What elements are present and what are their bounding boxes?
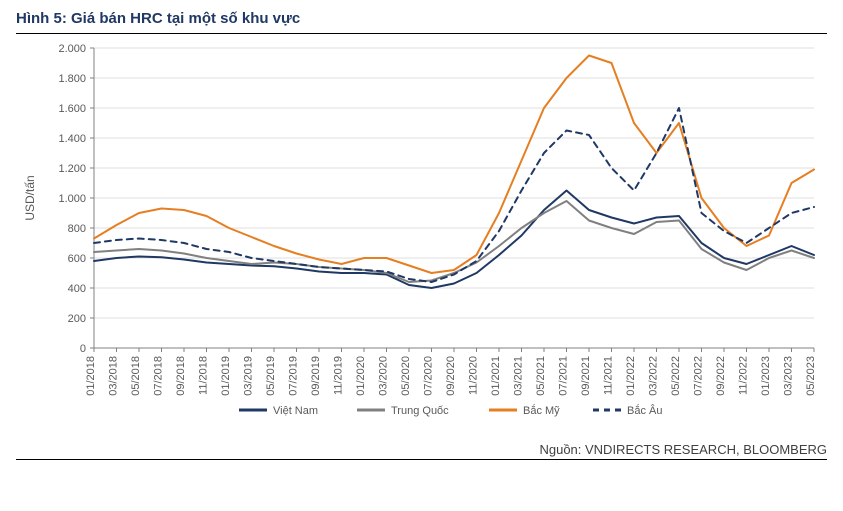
y-tick-label: 1.200	[58, 163, 86, 175]
series-line	[94, 56, 814, 274]
x-tick-label: 09/2018	[175, 356, 187, 396]
x-tick-label: 01/2018	[85, 356, 97, 396]
y-tick-label: 1.600	[58, 103, 86, 115]
x-tick-label: 05/2019	[265, 356, 277, 396]
x-tick-label: 01/2020	[355, 356, 367, 396]
y-tick-label: 1.800	[58, 73, 86, 85]
x-tick-label: 09/2019	[310, 356, 322, 396]
x-tick-label: 01/2023	[760, 356, 772, 396]
source-line: Nguồn: VNDIRECTS RESEARCH, BLOOMBERG	[16, 442, 827, 457]
x-tick-label: 03/2018	[108, 356, 120, 396]
y-tick-label: 400	[68, 283, 86, 295]
title-divider	[16, 33, 827, 34]
bottom-divider	[16, 459, 827, 460]
chart-area: 0 200 400 600 800 1.000 1.200 1.400 1.600 1.800 2.…	[16, 40, 827, 440]
x-tick-label: 11/2021	[603, 356, 615, 395]
y-tick-label: 200	[68, 313, 86, 325]
x-tick-label: 07/2022	[693, 356, 705, 396]
legend-label: Việt Nam	[273, 405, 318, 417]
y-axis-label: USD/tấn	[23, 175, 37, 220]
series-line	[94, 108, 814, 282]
x-tick-label: 05/2020	[400, 356, 412, 396]
x-tick-label: 11/2022	[738, 356, 750, 395]
x-tick-label: 03/2022	[648, 356, 660, 396]
x-tick-label: 01/2021	[490, 356, 502, 396]
x-tick-label: 03/2021	[513, 356, 525, 396]
y-tick-label: 0	[80, 343, 86, 355]
x-tick-label: 07/2020	[423, 356, 435, 396]
x-tick-label: 07/2021	[558, 356, 570, 396]
x-tick-label: 11/2019	[333, 356, 345, 395]
x-tick-label: 05/2018	[130, 356, 142, 396]
x-tick-label: 05/2022	[670, 356, 682, 396]
figure-title: Hình 5: Giá bán HRC tại một số khu vực	[16, 10, 827, 31]
y-tick-label: 1.400	[58, 133, 86, 145]
x-tick-label: 09/2021	[580, 356, 592, 396]
legend-label: Bắc Âu	[627, 404, 662, 417]
x-tick-label: 03/2019	[243, 356, 255, 396]
x-tick-label: 05/2021	[535, 356, 547, 396]
x-tick-label: 03/2020	[378, 356, 390, 396]
x-tick-label: 07/2018	[153, 356, 165, 396]
y-tick-label: 800	[68, 223, 86, 235]
x-tick-label: 07/2019	[288, 356, 300, 396]
y-tick-label: 600	[68, 253, 86, 265]
line-chart: 0 200 400 600 800 1.000 1.200 1.400 1.600 1.800 2.…	[16, 40, 827, 440]
x-tick-label: 01/2022	[625, 356, 637, 396]
legend-label: Bắc Mỹ	[523, 404, 560, 417]
x-tick-label: 09/2022	[715, 356, 727, 396]
x-tick-label: 03/2023	[783, 356, 795, 396]
y-tick-label: 1.000	[58, 193, 86, 205]
x-tick-label: 11/2018	[198, 356, 210, 395]
figure-container: Hình 5: Giá bán HRC tại một số khu vực 0…	[0, 0, 843, 511]
x-tick-label: 09/2020	[445, 356, 457, 396]
x-tick-label: 01/2019	[220, 356, 232, 396]
x-tick-label: 05/2023	[805, 356, 817, 396]
x-tick-label: 11/2020	[468, 356, 480, 395]
y-tick-label: 2.000	[58, 43, 86, 55]
legend-label: Trung Quốc	[391, 405, 449, 417]
